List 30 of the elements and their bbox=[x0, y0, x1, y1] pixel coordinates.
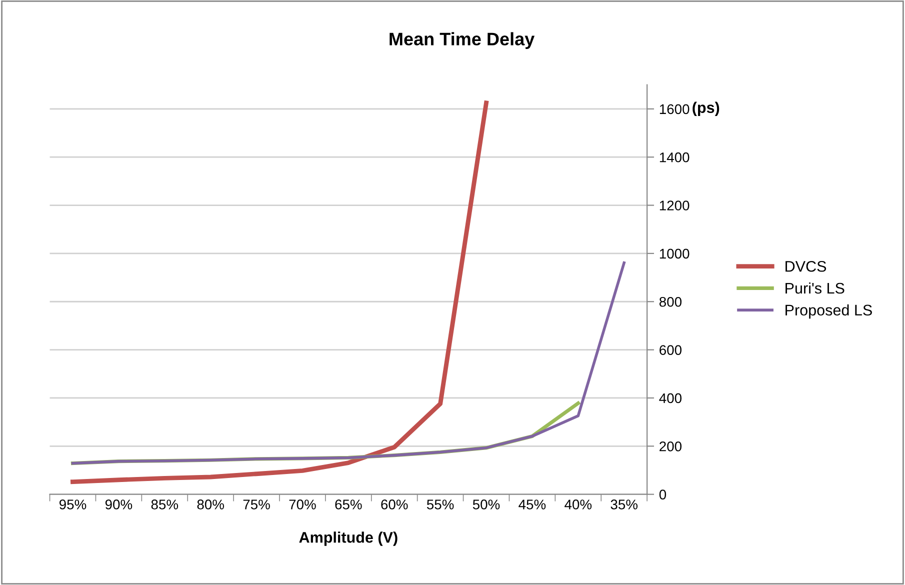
x-tick-label: 55% bbox=[426, 500, 454, 510]
line-series bbox=[70, 100, 488, 484]
y-tick-label: 400 bbox=[659, 393, 682, 404]
x-tick-label: 80% bbox=[197, 500, 224, 510]
x-tick-label: 45% bbox=[518, 500, 546, 510]
chart-title: Mean Time Delay bbox=[390, 32, 535, 50]
y-tick-label: 1200 bbox=[660, 200, 690, 210]
x-tick-label: 95% bbox=[60, 500, 86, 510]
y-tick-label: 0 bbox=[659, 490, 666, 500]
y-tick-label: 600 bbox=[660, 345, 682, 355]
x-tick-label: 70% bbox=[289, 500, 316, 510]
y-tick-label: 200 bbox=[660, 441, 682, 452]
legend-label: Proposed LS bbox=[786, 304, 872, 319]
y-tick-label: 1600 bbox=[660, 104, 690, 114]
legend-label: DVCS bbox=[786, 260, 826, 272]
x-tick-label: 65% bbox=[335, 500, 362, 510]
y-tick-label: 800 bbox=[659, 296, 682, 307]
x-tick-label: 35% bbox=[610, 500, 638, 510]
y-tick-label: 1000 bbox=[660, 248, 690, 259]
x-tick-label: 75% bbox=[243, 500, 270, 510]
y-tick-label: 1400 bbox=[660, 152, 690, 162]
x-axis-title: Amplitude (V) bbox=[299, 532, 398, 546]
x-tick-label: 90% bbox=[105, 500, 132, 510]
x-tick-label: 60% bbox=[381, 500, 408, 510]
x-tick-label: 85% bbox=[151, 500, 178, 510]
legend-label: Puri's LS bbox=[786, 282, 844, 294]
x-tick-label: 50% bbox=[472, 500, 500, 510]
x-tick-label: 40% bbox=[564, 500, 592, 510]
y-axis-title: (ps) bbox=[692, 102, 720, 116]
line-series bbox=[71, 261, 626, 465]
